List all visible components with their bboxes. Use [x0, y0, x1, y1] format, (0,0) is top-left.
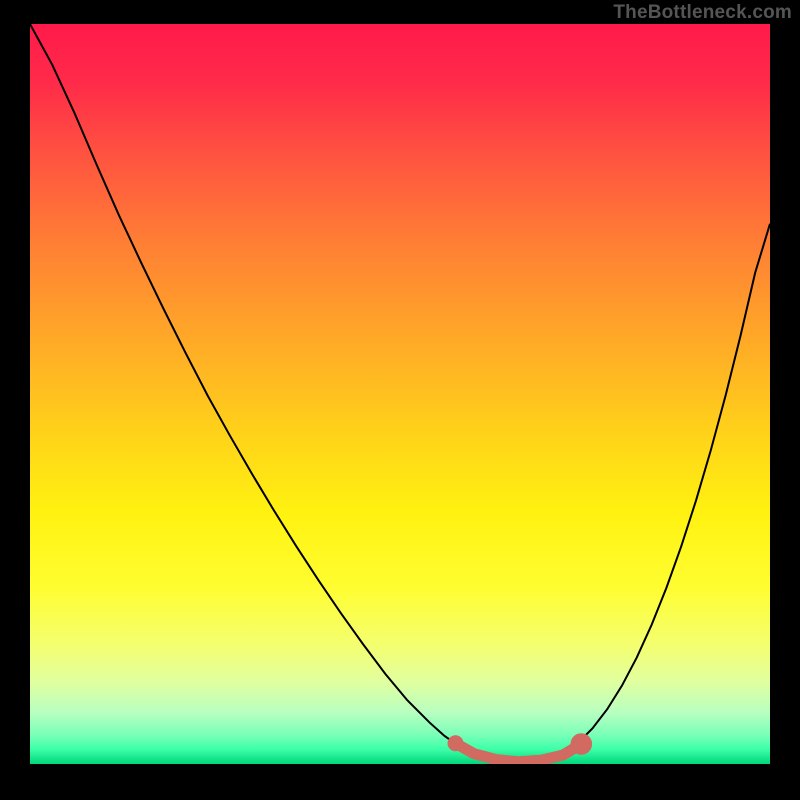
- plot-area: [30, 24, 770, 764]
- watermark-text: TheBottleneck.com: [613, 2, 792, 24]
- highlight-markers: [30, 24, 770, 764]
- chart-container: TheBottleneck.com: [0, 0, 800, 800]
